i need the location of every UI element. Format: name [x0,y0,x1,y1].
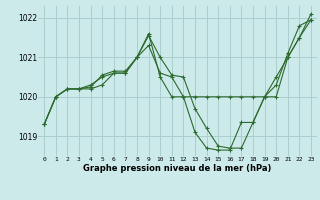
X-axis label: Graphe pression niveau de la mer (hPa): Graphe pression niveau de la mer (hPa) [84,164,272,173]
